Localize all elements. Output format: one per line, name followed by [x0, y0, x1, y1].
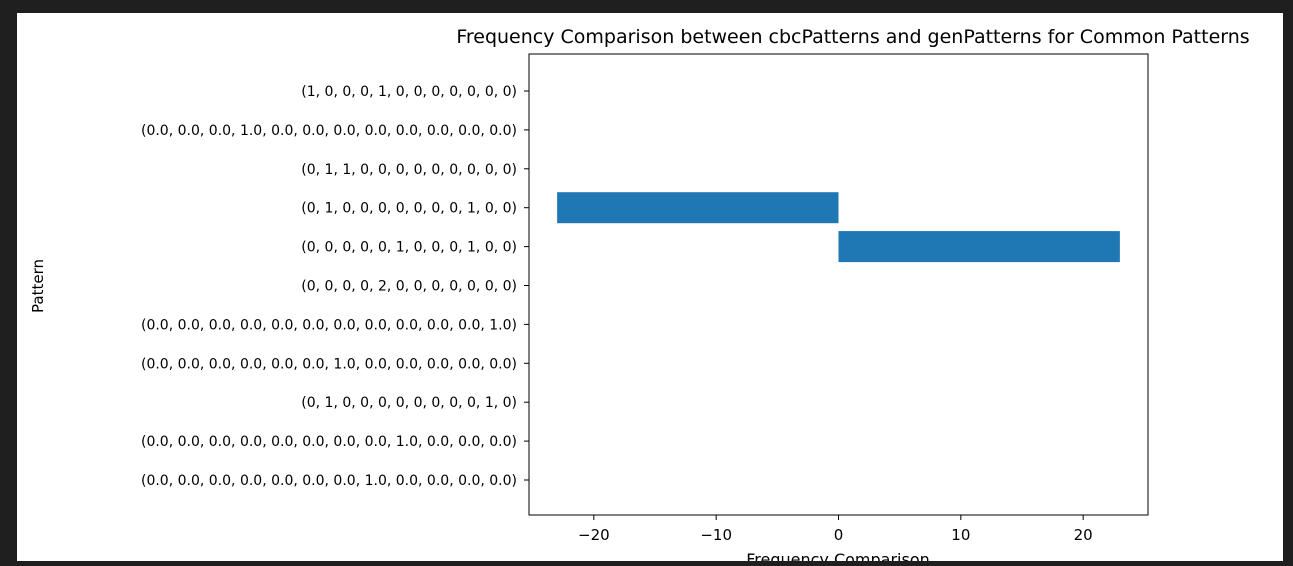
bar	[838, 231, 1120, 263]
y-tick-label: (0, 1, 0, 0, 0, 0, 0, 0, 0, 1, 0, 0)	[301, 201, 517, 217]
y-tick-label: (0, 0, 0, 0, 2, 0, 0, 0, 0, 0, 0, 0)	[301, 279, 517, 295]
x-tick-label: 10	[951, 526, 970, 544]
y-tick-label: (0, 1, 1, 0, 0, 0, 0, 0, 0, 0, 0, 0)	[301, 162, 517, 178]
y-tick-label: (0.0, 0.0, 0.0, 0.0, 0.0, 0.0, 0.0, 0.0,…	[141, 434, 517, 450]
bar	[557, 192, 839, 224]
frequency-comparison-chart: Frequency Comparison between cbcPatterns…	[29, 26, 1250, 561]
figure-panel: Frequency Comparison between cbcPatterns…	[17, 13, 1283, 561]
y-tick-label: (0, 1, 0, 0, 0, 0, 0, 0, 0, 0, 1, 0)	[301, 395, 517, 411]
x-axis-label: Frequency Comparison	[746, 550, 930, 561]
y-tick-label: (0.0, 0.0, 0.0, 1.0, 0.0, 0.0, 0.0, 0.0,…	[141, 123, 517, 139]
y-tick-label: (0, 0, 0, 0, 0, 1, 0, 0, 0, 1, 0, 0)	[301, 240, 517, 256]
y-axis-ticks: (1, 0, 0, 0, 1, 0, 0, 0, 0, 0, 0, 0) (0.0…	[141, 84, 529, 489]
y-tick-label: (0.0, 0.0, 0.0, 0.0, 0.0, 0.0, 0.0, 1.0,…	[141, 473, 517, 489]
plot-area-frame	[528, 53, 1149, 516]
y-tick-label: (0.0, 0.0, 0.0, 0.0, 0.0, 0.0, 1.0, 0.0,…	[141, 356, 517, 372]
y-axis-label: Pattern	[29, 259, 47, 313]
bars-layer	[557, 192, 1120, 263]
x-tick-label: −10	[700, 526, 732, 544]
chart-title: Frequency Comparison between cbcPatterns…	[456, 26, 1249, 48]
x-tick-label: 0	[834, 526, 844, 544]
x-tick-label: −20	[578, 526, 610, 544]
x-tick-label: 20	[1074, 526, 1093, 544]
x-axis-ticks: −20 −10 0 10 20	[578, 515, 1093, 544]
y-tick-label: (1, 0, 0, 0, 1, 0, 0, 0, 0, 0, 0, 0)	[301, 84, 517, 100]
y-tick-label: (0.0, 0.0, 0.0, 0.0, 0.0, 0.0, 0.0, 0.0,…	[141, 317, 517, 333]
